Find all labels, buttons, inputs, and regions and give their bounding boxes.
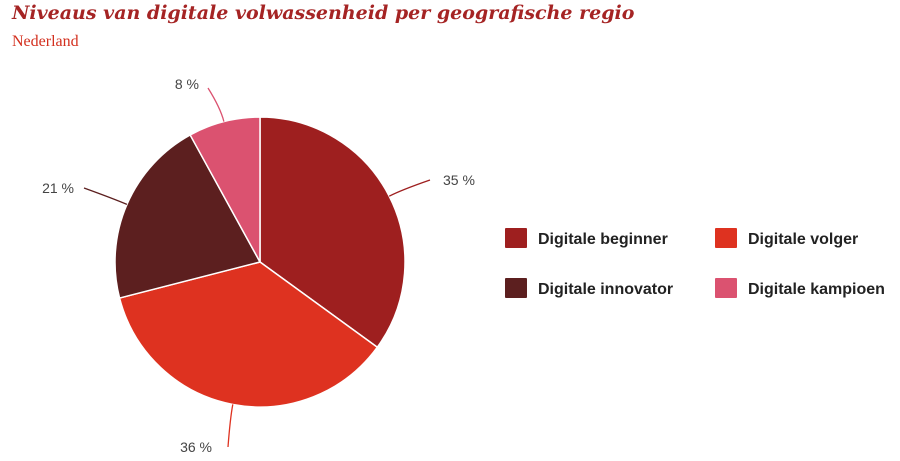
legend-swatch xyxy=(715,278,737,298)
chart-title: Niveaus van digitale volwassenheid per g… xyxy=(12,2,635,24)
legend-label: Digitale kampioen xyxy=(748,281,885,298)
leader-line-digitale-volger xyxy=(227,404,234,448)
leader-lines xyxy=(83,87,431,448)
legend-label: Digitale volger xyxy=(748,231,858,248)
legend-item-digitale-beginner[interactable]: Digitale beginner xyxy=(505,228,668,248)
legend-item-digitale-volger[interactable]: Digitale volger xyxy=(715,228,858,248)
legend-swatch xyxy=(505,228,527,248)
pie-slices xyxy=(114,116,406,408)
legend-swatch xyxy=(715,228,737,248)
legend-label: Digitale innovator xyxy=(538,281,673,298)
legend: Digitale beginner Digitale volger Digitale… xyxy=(505,228,885,298)
legend-item-digitale-innovator[interactable]: Digitale innovator xyxy=(505,278,673,298)
legend-item-digitale-kampioen[interactable]: Digitale kampioen xyxy=(715,278,885,298)
pie-slice-digitale-innovator[interactable] xyxy=(114,134,261,299)
slice-label-digitale-volger: 36 % xyxy=(180,439,212,455)
leader-line-digitale-beginner xyxy=(388,179,431,197)
pie-slice-digitale-volger[interactable] xyxy=(118,261,379,408)
leader-line-digitale-innovator xyxy=(83,187,128,205)
slice-label-digitale-kampioen: 8 % xyxy=(175,76,199,92)
slice-labels: 35 % 36 % 21 % 8 % xyxy=(42,76,475,455)
legend-label: Digitale beginner xyxy=(538,231,668,248)
chart-subtitle: Nederland xyxy=(12,33,79,50)
legend-swatch xyxy=(505,278,527,298)
leader-line-digitale-kampioen xyxy=(207,87,225,122)
slice-label-digitale-innovator: 21 % xyxy=(42,180,74,196)
slice-label-digitale-beginner: 35 % xyxy=(443,172,475,188)
